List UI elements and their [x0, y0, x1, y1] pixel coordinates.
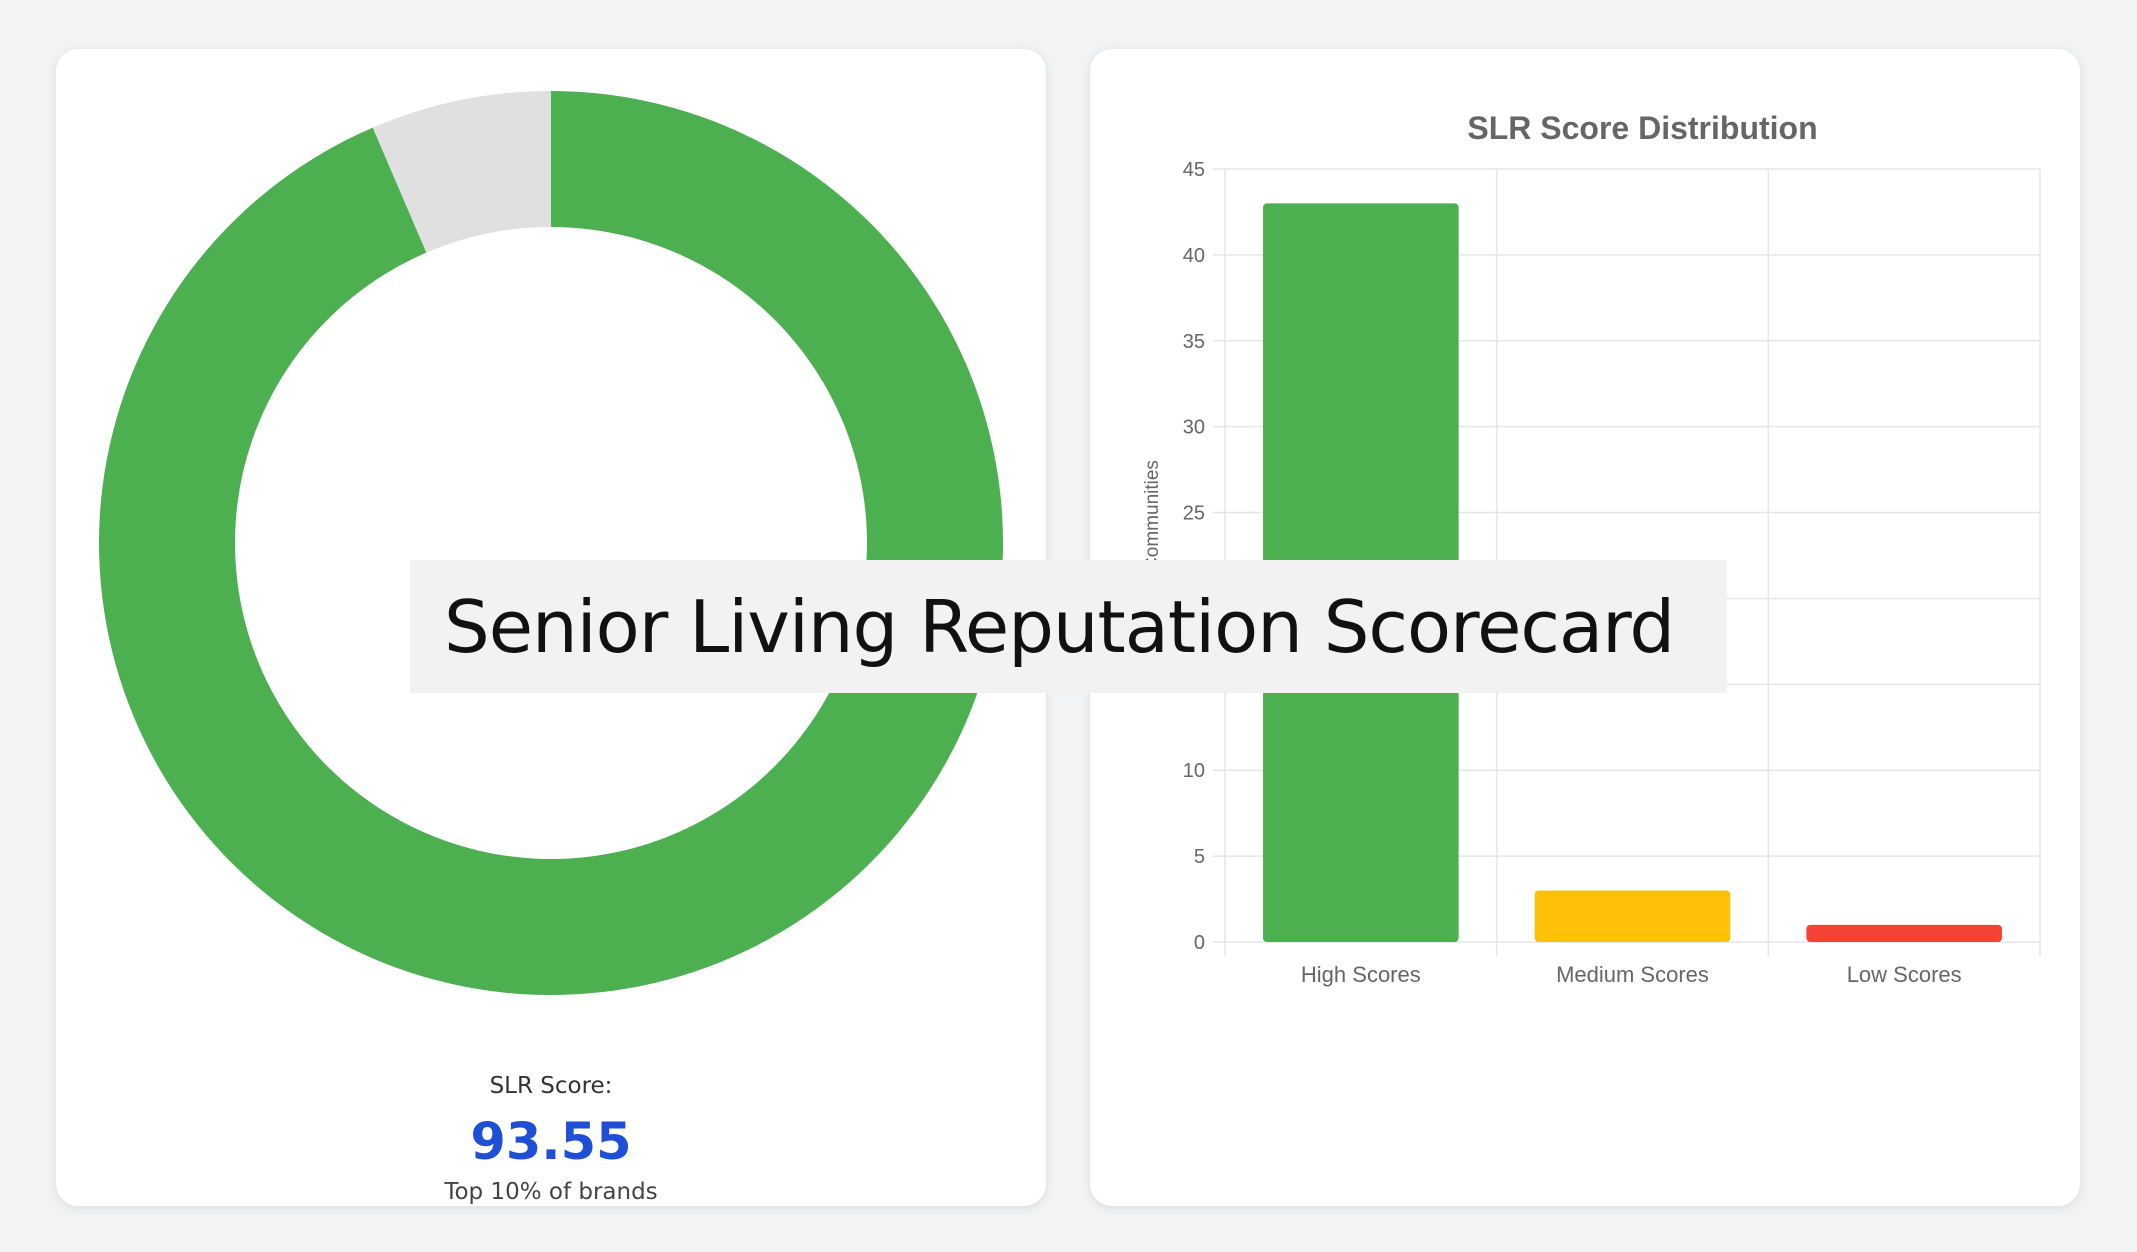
donut-slice-score[interactable]	[98, 91, 1003, 995]
bar-low-scores[interactable]	[1806, 924, 2002, 942]
y-tick-label: 45	[1183, 159, 1205, 181]
y-axis-title: Communities	[1142, 460, 1163, 571]
y-tick-label: 5	[1194, 846, 1205, 868]
overlay-title-banner: Senior Living Reputation Scorecard	[410, 560, 1727, 693]
overlay-title: Senior Living Reputation Scorecard	[444, 584, 1675, 669]
bar-medium-scores[interactable]	[1534, 890, 1731, 942]
y-tick-label: 40	[1183, 245, 1205, 267]
x-tick-label-high-scores: High Scores	[1301, 962, 1421, 987]
slr-score-note: Top 10% of brands	[444, 1179, 658, 1205]
y-tick-label: 0	[1194, 932, 1205, 954]
slr-score-value: 93.55	[470, 1113, 632, 1172]
y-tick-label: 35	[1183, 331, 1205, 353]
y-tick-label: 25	[1183, 503, 1205, 525]
x-tick-label-low-scores: Low Scores	[1847, 962, 1962, 987]
chart-title: SLR Score Distribution	[1467, 110, 1817, 146]
slr-score-donut-chart	[98, 91, 1003, 995]
y-tick-label: 30	[1183, 417, 1205, 439]
x-tick-label-medium-scores: Medium Scores	[1556, 962, 1709, 987]
slr-score-label: SLR Score:	[489, 1073, 613, 1099]
donut-slice-remaining[interactable]	[372, 91, 551, 253]
y-tick-label: 10	[1183, 760, 1205, 782]
